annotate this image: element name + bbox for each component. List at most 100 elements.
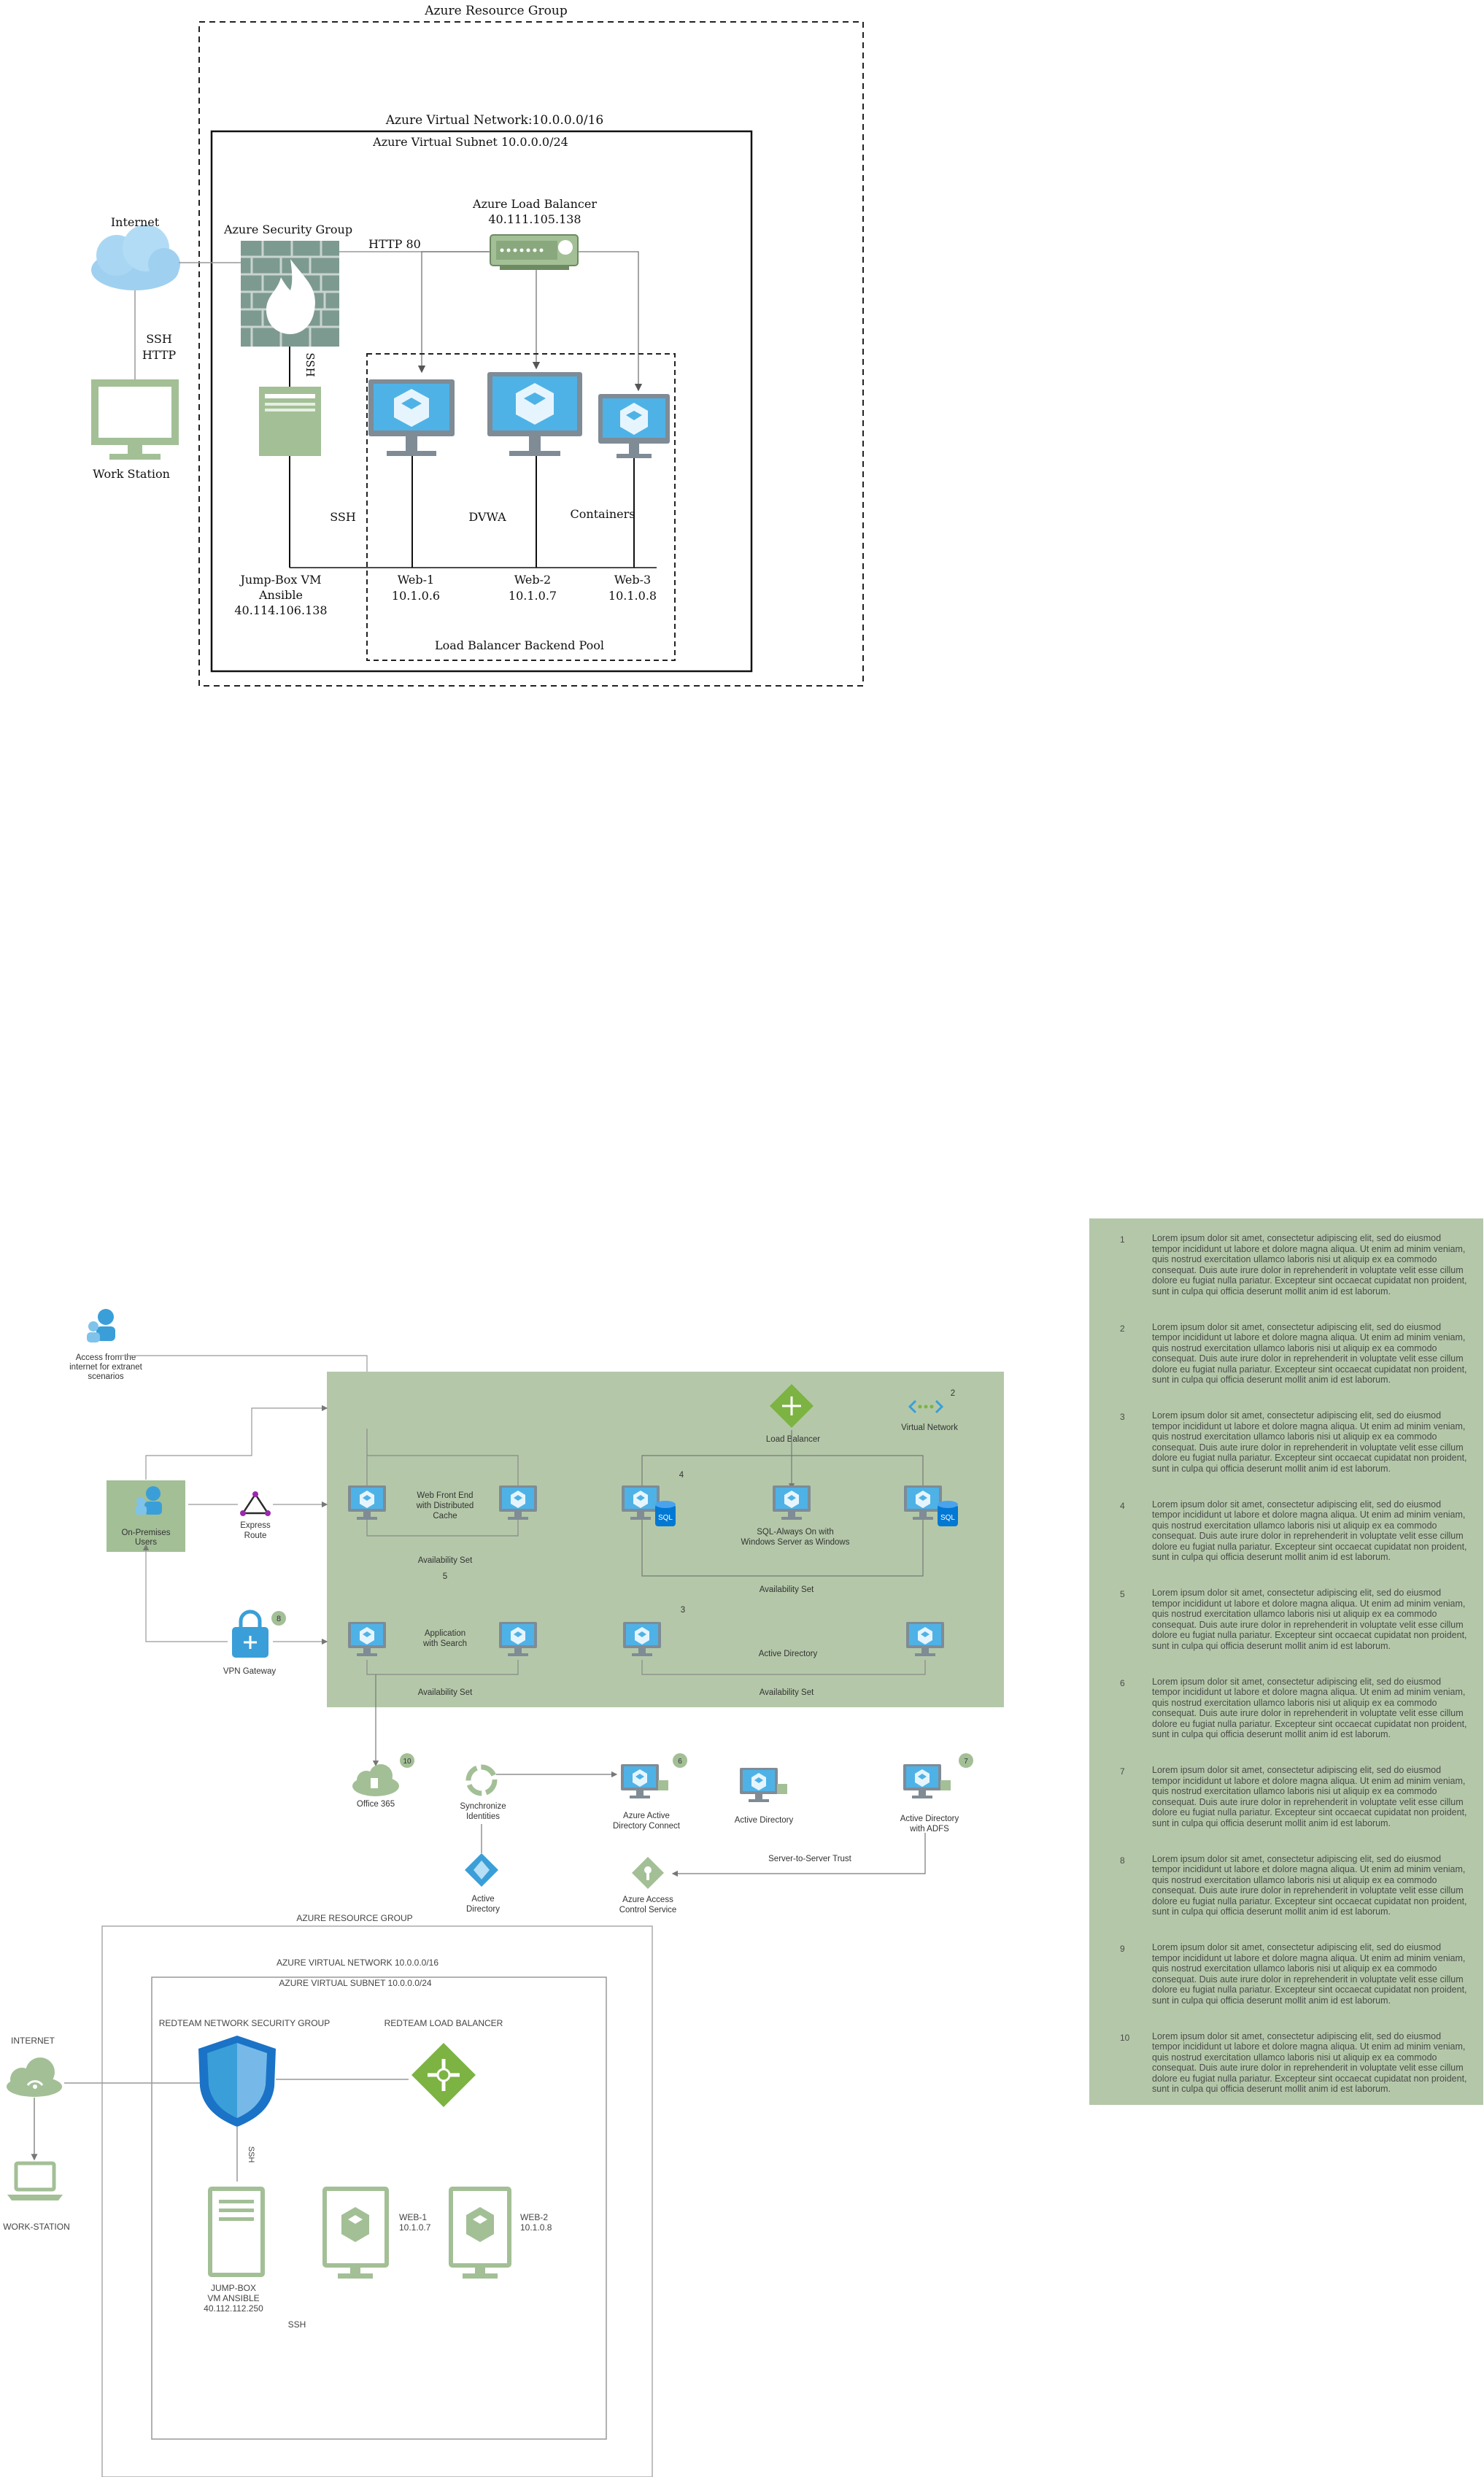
- web1-vm-icon[interactable]: [368, 379, 455, 456]
- d3-web2-ip: 10.1.0.8: [520, 2222, 552, 2233]
- subnet-title: Azure Virtual Subnet 10.0.0.0/24: [372, 135, 568, 149]
- web3-vm-icon[interactable]: [598, 394, 670, 458]
- d3-internet-label: INTERNET: [11, 2036, 55, 2046]
- dvwa-label: DVWA: [468, 510, 506, 524]
- web-front-label-2: with Distributed: [416, 1502, 474, 1510]
- d3-laptop-icon[interactable]: [7, 2163, 63, 2200]
- d3-lb-icon[interactable]: [411, 2043, 476, 2107]
- d3-web1-icon[interactable]: [325, 2189, 387, 2279]
- vnet-label: Virtual Network: [901, 1423, 958, 1432]
- backend-pool-label: Load Balancer Backend Pool: [435, 638, 604, 652]
- d3-resource-group-box: [102, 1926, 652, 2477]
- web3-label: Web-3: [614, 573, 651, 587]
- legend-text: Lorem ipsum dolor sit amet, consectetur …: [1152, 1410, 1472, 1499]
- jumpbox-ip: 40.114.106.138: [234, 603, 327, 617]
- aad-connect-vm[interactable]: [621, 1764, 659, 1798]
- adfs-label-1: Active Directory: [900, 1815, 959, 1823]
- app-label-1: Application: [425, 1629, 465, 1638]
- d3-cloud-icon[interactable]: [7, 2057, 62, 2097]
- d3-jumpbox-label-1: JUMP-BOX: [211, 2283, 256, 2293]
- ad-center-label: Active Directory: [759, 1650, 818, 1658]
- web-front-label-3: Cache: [433, 1512, 457, 1520]
- web1-label: Web-1: [398, 573, 434, 587]
- legend-row: 1 Lorem ipsum dolor sit amet, consectetur…: [1101, 1233, 1472, 1322]
- legend-number: 9: [1101, 1942, 1152, 2031]
- n2-label: 2: [951, 1389, 955, 1398]
- sql-badge-2: SQL: [940, 1514, 955, 1522]
- d3-shield-icon[interactable]: [198, 2036, 276, 2127]
- access-label-1: Access from the: [76, 1353, 136, 1362]
- lb-title: Azure Load Balancer: [472, 197, 597, 211]
- d3-jumpbox-label-2: VM ANSIBLE: [207, 2293, 259, 2303]
- sync-icon[interactable]: [468, 1767, 495, 1793]
- ad-vm-3[interactable]: [740, 1768, 778, 1802]
- legend-text: Lorem ipsum dolor sit amet, consectetur …: [1152, 1499, 1472, 1588]
- legend-row: 9 Lorem ipsum dolor sit amet, consectetur…: [1101, 1942, 1472, 2031]
- web2-vm-icon[interactable]: [487, 372, 582, 456]
- access-control-icon[interactable]: [632, 1857, 664, 1889]
- sql-label-1: SQL-Always On with: [757, 1528, 833, 1537]
- vpn-gateway-icon[interactable]: [232, 1612, 268, 1658]
- n4-label: 4: [679, 1471, 684, 1480]
- d3-resource-group-title: AZURE RESOURCE GROUP: [296, 1913, 412, 1923]
- web1-ip: 10.1.0.6: [392, 589, 440, 603]
- d3-server-icon[interactable]: [210, 2189, 263, 2275]
- availability-set-1: Availability Set: [418, 1556, 473, 1565]
- sync-label-2: Identities: [466, 1812, 500, 1821]
- d3-nsg-label: REDTEAM NETWORK SECURITY GROUP: [159, 2018, 330, 2028]
- legend-text: Lorem ipsum dolor sit amet, consectetur …: [1152, 1765, 1472, 1854]
- legend-number: 8: [1101, 1854, 1152, 1943]
- d3-web1-ip: 10.1.0.7: [399, 2222, 431, 2233]
- legend-row: 2 Lorem ipsum dolor sit amet, consectetur…: [1101, 1322, 1472, 1411]
- legend-number: 5: [1101, 1588, 1152, 1677]
- legend-text: Lorem ipsum dolor sit amet, consectetur …: [1152, 2031, 1472, 2120]
- legend-panel: 1 Lorem ipsum dolor sit amet, consectetur…: [1089, 1218, 1483, 2105]
- legend-row: 4 Lorem ipsum dolor sit amet, consectetur…: [1101, 1499, 1472, 1588]
- express-route-icon[interactable]: [240, 1491, 271, 1516]
- lb-arrow-web3: [578, 252, 638, 390]
- adfs-vm[interactable]: [903, 1764, 941, 1798]
- d3-web2-label: WEB-2: [520, 2212, 548, 2222]
- badge-7-text: 7: [964, 1758, 968, 1766]
- badge-8-text: 8: [277, 1615, 281, 1623]
- ad-diamond-icon[interactable]: [465, 1853, 498, 1887]
- workstation-icon[interactable]: [91, 379, 179, 460]
- web3-ip: 10.1.0.8: [608, 589, 657, 603]
- web-front-label-1: Web Front End: [417, 1491, 473, 1500]
- legend-text: Lorem ipsum dolor sit amet, consectetur …: [1152, 1588, 1472, 1677]
- user-icon[interactable]: [87, 1309, 115, 1342]
- d3-web2-icon[interactable]: [451, 2189, 509, 2279]
- availability-set-2: Availability Set: [760, 1585, 814, 1594]
- containers-label: Containers: [571, 507, 635, 521]
- link-onprem-azure: [146, 1408, 327, 1480]
- ad-diamond-label-2: Directory: [466, 1905, 500, 1914]
- server-icon[interactable]: [259, 387, 321, 456]
- badge-10-text: 10: [403, 1758, 411, 1766]
- legend-text: Lorem ipsum dolor sit amet, consectetur …: [1152, 1233, 1472, 1322]
- legend-text: Lorem ipsum dolor sit amet, consectetur …: [1152, 1322, 1472, 1411]
- aad-label-2: Directory Connect: [613, 1822, 681, 1831]
- acs-label-1: Azure Access: [622, 1896, 673, 1904]
- d3-jumpbox-label-3: 40.112.112.250: [204, 2303, 263, 2314]
- legend-row: 3 Lorem ipsum dolor sit amet, consectetur…: [1101, 1410, 1472, 1499]
- load-balancer-icon[interactable]: [490, 235, 578, 270]
- d3-ssh-vertical: SSH: [247, 2146, 255, 2163]
- legend-text: Lorem ipsum dolor sit amet, consectetur …: [1152, 1942, 1472, 2031]
- app-label-2: with Search: [422, 1639, 467, 1648]
- aad-connect-badge-box: [658, 1780, 668, 1790]
- legend-row: 5 Lorem ipsum dolor sit amet, consectetur…: [1101, 1588, 1472, 1677]
- network-diagram-1: Azure Resource Group Azure Virtual Netwo…: [0, 0, 1484, 700]
- firewall-icon[interactable]: [241, 241, 339, 347]
- lb-label: Load Balancer: [766, 1435, 820, 1444]
- access-label-3: scenarios: [88, 1372, 123, 1381]
- http80-label: HTTP 80: [368, 237, 421, 251]
- on-prem-label-1: On-Premises: [121, 1529, 170, 1537]
- network-diagram-2: Access from the internet for extranet sc…: [0, 1167, 1087, 2477]
- vnet-title: Azure Virtual Network:10.0.0.0/16: [385, 113, 603, 128]
- legend-number: 6: [1101, 1677, 1152, 1766]
- resource-group-title: Azure Resource Group: [424, 4, 568, 18]
- office365-cloud-icon[interactable]: [352, 1764, 399, 1796]
- n5-label: 5: [443, 1572, 447, 1581]
- ssh-label-1: SSH: [146, 332, 172, 346]
- d3-lb-label: REDTEAM LOAD BALANCER: [384, 2018, 503, 2028]
